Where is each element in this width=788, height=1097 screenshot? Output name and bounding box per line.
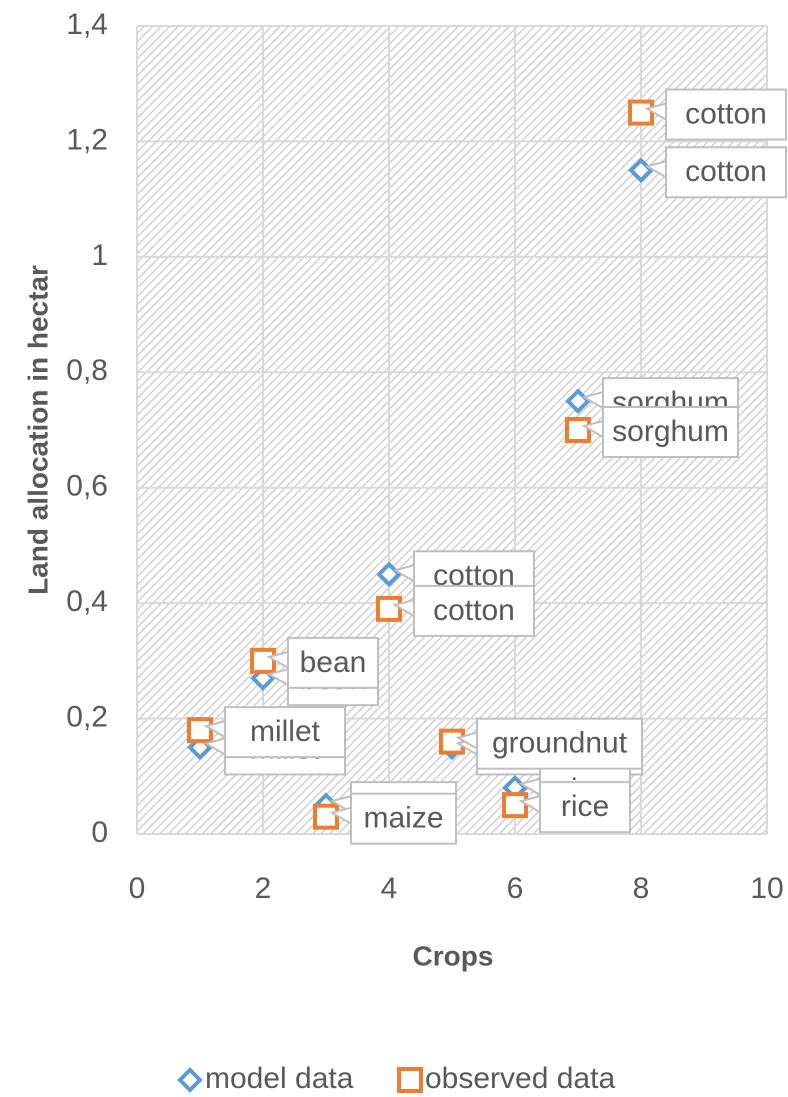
label-box: [539, 781, 631, 834]
y-tick-label: 0,4: [66, 585, 108, 618]
y-tick-label: 0,2: [66, 700, 108, 733]
x-tick-label: 4: [381, 872, 398, 905]
x-tick-label: 8: [633, 872, 650, 905]
y-tick-label: 1,4: [66, 8, 108, 41]
data-label: groundnut: [492, 727, 628, 760]
y-tick-label: 0,6: [66, 470, 108, 503]
data-point: [376, 595, 402, 622]
legend-label: observed data: [425, 1062, 615, 1095]
label-box: [476, 717, 643, 770]
label-box: [413, 584, 535, 637]
label-box: [665, 88, 787, 141]
y-tick-label: 1,2: [66, 123, 108, 156]
legend-marker: [397, 1067, 423, 1093]
data-label: cotton: [433, 594, 515, 627]
data-label: sorghum: [612, 415, 729, 448]
data-point: [439, 728, 465, 755]
label-box: [602, 406, 739, 458]
data-label: maize: [363, 802, 443, 835]
y-axis-title: Land allocation in hectar: [22, 265, 53, 595]
data-label: cotton: [685, 97, 767, 130]
data-point: [250, 647, 276, 674]
x-tick-label: 2: [255, 872, 272, 905]
label-box: [350, 792, 457, 845]
legend-marker: [177, 1067, 203, 1093]
y-tick-label: 0: [91, 816, 108, 849]
data-point: [628, 99, 654, 126]
label-box: [665, 146, 787, 199]
y-tick-label: 1: [91, 239, 108, 272]
x-tick-label: 6: [507, 872, 524, 905]
label-box: [224, 706, 346, 759]
data-point: [502, 792, 528, 819]
data-point: [565, 417, 591, 443]
legend-label: model data: [205, 1062, 354, 1095]
x-tick-label: 0: [129, 872, 146, 905]
label-box: [287, 636, 379, 689]
data-label: rice: [561, 790, 609, 823]
x-axis-title: Crops: [413, 940, 494, 971]
data-point: [187, 717, 213, 744]
x-tick-label: 10: [750, 872, 783, 905]
data-point: [313, 803, 339, 830]
y-tick-label: 0,8: [66, 354, 108, 387]
data-label: cotton: [685, 155, 767, 188]
data-label: bean: [300, 646, 367, 679]
data-label: millet: [250, 715, 321, 748]
